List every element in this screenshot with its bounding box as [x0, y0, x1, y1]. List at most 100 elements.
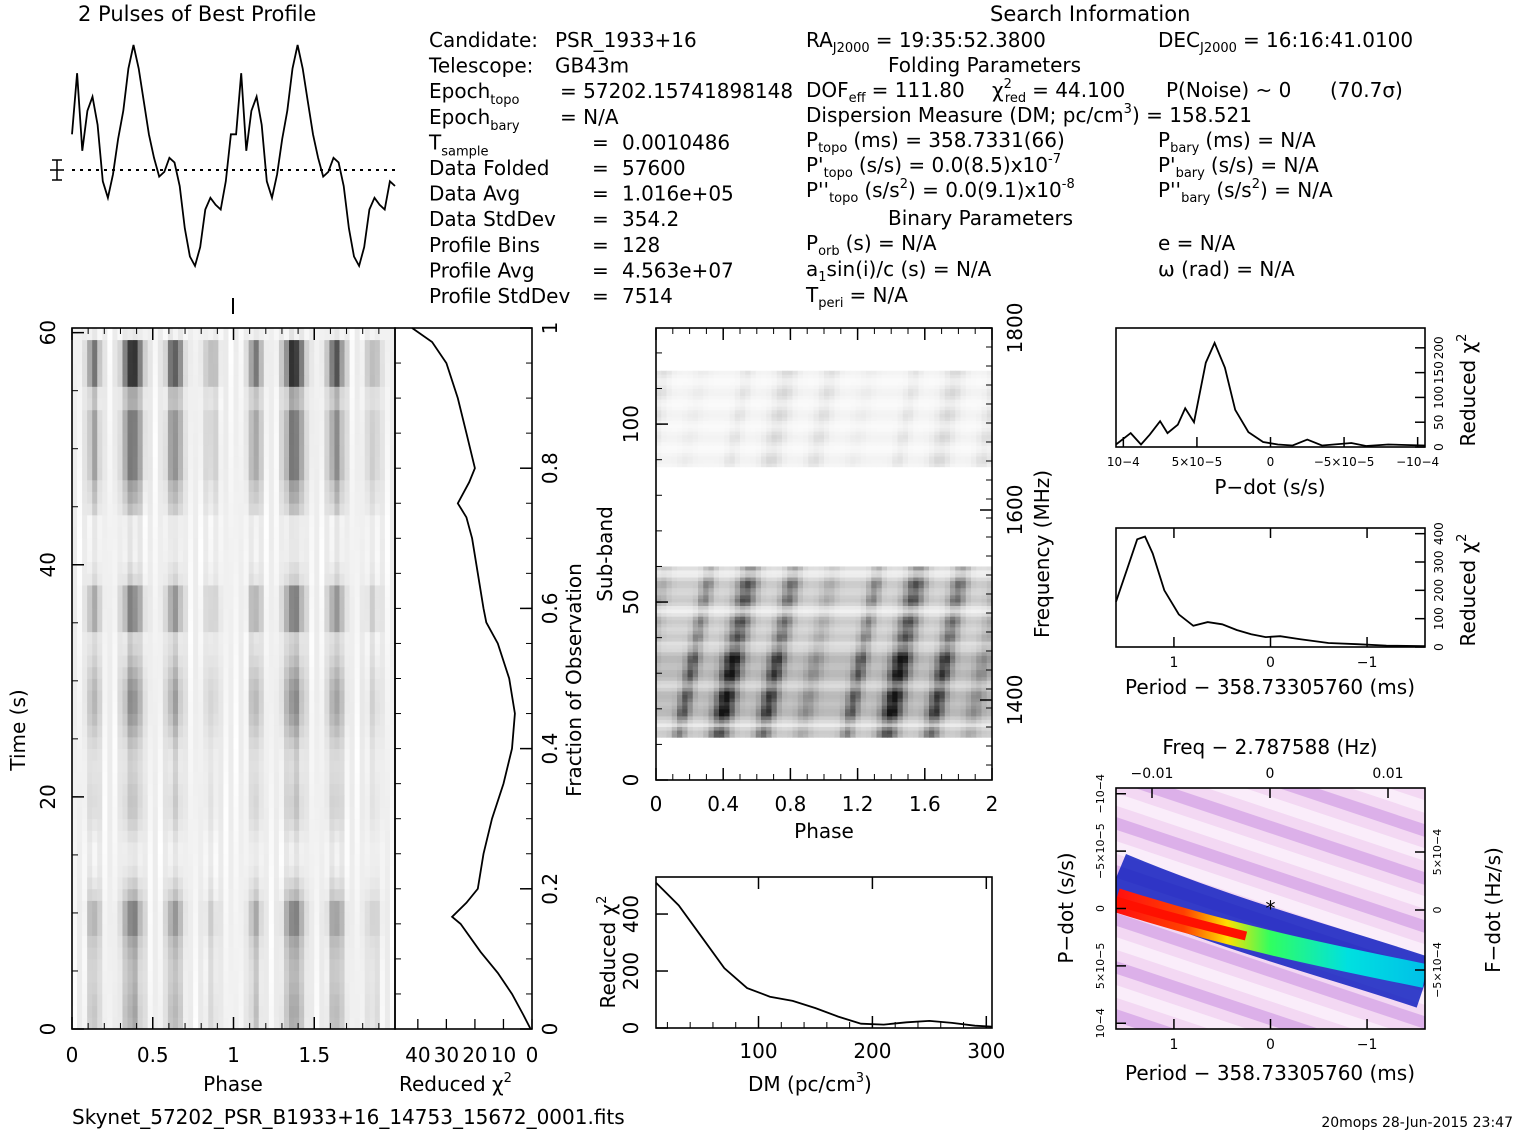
tp-cell: [359, 655, 366, 668]
tp-cell: [319, 958, 325, 971]
tp-cell: [152, 596, 159, 609]
tp-cell: [354, 783, 361, 796]
tp-cell: [87, 993, 93, 1007]
tp-cell: [258, 725, 265, 738]
sb-cell: [771, 712, 778, 717]
tp-cell: [253, 585, 260, 598]
tp-cell: [243, 620, 250, 633]
tp-cell: [162, 643, 169, 656]
sb-cell: [976, 701, 982, 706]
tp-cell: [183, 549, 189, 563]
tp-cell: [389, 573, 396, 586]
tp-cell: [369, 339, 376, 352]
tp-cell: [162, 807, 169, 820]
tc-ytick-label: 0: [538, 1023, 562, 1036]
tp-cell: [374, 912, 381, 925]
tp-cell: [309, 725, 315, 738]
tp-cell: [152, 678, 159, 691]
tp-cell: [329, 725, 335, 738]
sb-cell: [677, 701, 683, 706]
tp-cell: [258, 958, 265, 971]
tp-cell: [304, 865, 310, 878]
tp-cell: [289, 771, 295, 785]
tp-cell: [319, 795, 325, 808]
tp-cell: [289, 666, 295, 679]
tp-cell: [344, 549, 350, 563]
sb-cell: [871, 694, 877, 699]
tp-cell: [177, 339, 184, 352]
tp-cell: [208, 912, 214, 925]
tp-cell: [127, 958, 133, 971]
sb-cell: [776, 691, 783, 695]
tp-cell: [268, 923, 275, 936]
tp-cell: [122, 795, 128, 808]
tp-cell: [193, 853, 199, 866]
tp-cell: [132, 783, 139, 796]
tp-cell: [238, 795, 244, 808]
tp-cell: [193, 398, 199, 411]
sb-cell: [923, 723, 930, 728]
tp-cell: [304, 433, 310, 446]
tp-cell: [122, 748, 128, 761]
sb-cell: [881, 719, 888, 724]
tp-cell: [213, 888, 219, 901]
tp-cell: [177, 1017, 184, 1030]
tp-cell: [117, 865, 123, 878]
tp-cell: [384, 491, 391, 504]
tp-cell: [72, 993, 78, 1007]
tp-cell: [248, 958, 255, 971]
sb-cell: [923, 687, 930, 692]
tp-cell: [223, 596, 229, 609]
tp-cell: [152, 993, 159, 1007]
sb-cell: [818, 683, 825, 688]
tp-cell: [77, 328, 83, 341]
tp-cell: [243, 386, 250, 399]
sb-cell: [866, 694, 872, 699]
tp-cell: [167, 526, 174, 539]
tp-cell: [72, 351, 78, 364]
sb-cell: [902, 687, 909, 692]
tp-cell: [147, 666, 154, 679]
tp-cell: [213, 795, 219, 808]
tp-cell: [147, 386, 154, 399]
tp-cell: [319, 690, 325, 703]
tp-cell: [72, 479, 78, 492]
tp-cell: [233, 970, 239, 983]
tp-cell: [263, 982, 270, 995]
tp-cell: [374, 655, 381, 668]
tp-cell: [238, 888, 244, 901]
tp-cell: [389, 643, 396, 656]
tp-cell: [167, 596, 174, 609]
tp-cell: [87, 865, 93, 878]
tp-cell: [223, 386, 229, 399]
tp-cell: [258, 655, 265, 668]
tp-cell: [117, 339, 123, 352]
tp-cell: [319, 585, 325, 598]
sb-cell: [913, 691, 919, 695]
tp-cell: [92, 993, 98, 1007]
tp-cell: [132, 748, 139, 761]
tp-cell: [223, 328, 229, 341]
sb-cell: [666, 715, 673, 720]
tp-cell: [228, 398, 234, 411]
tp-cell: [162, 444, 169, 457]
tp-cell: [283, 421, 290, 434]
tp-cell: [203, 666, 209, 679]
tp-cell: [203, 760, 209, 773]
tp-cell: [258, 386, 265, 399]
tp-cell: [92, 561, 98, 574]
tp-cell: [334, 690, 340, 703]
tp-cell: [319, 748, 325, 761]
sb-cell: [792, 687, 799, 692]
tp-cell: [379, 923, 386, 936]
tp-cell: [162, 655, 169, 668]
tp-cell: [92, 386, 98, 399]
tp-cell: [82, 1017, 88, 1030]
sb-cell: [755, 733, 762, 738]
sb-cell: [740, 694, 746, 699]
tp-cell: [147, 561, 154, 574]
tp-cell: [369, 526, 376, 539]
tp-cell: [273, 643, 280, 656]
tp-cell: [329, 585, 335, 598]
tp-cell: [152, 398, 159, 411]
